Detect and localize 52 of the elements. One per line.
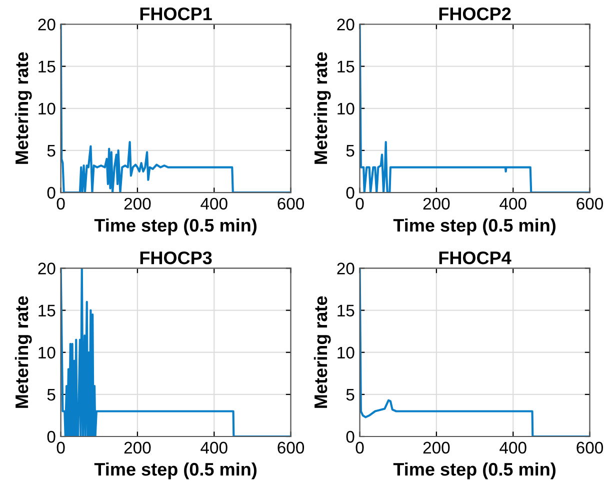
y-tick-label: 15 bbox=[338, 60, 354, 73]
y-tick-label: 10 bbox=[38, 102, 56, 115]
y-tick-label: 0 bbox=[346, 186, 354, 199]
x-tick-label: 600 bbox=[278, 442, 304, 454]
x-tick-label: 400 bbox=[500, 442, 526, 454]
line-series bbox=[360, 24, 590, 193]
y-axis-title: Metering rate bbox=[314, 52, 331, 164]
y-tick-label: 5 bbox=[47, 389, 56, 401]
x-axis-title: Time step (0.5 min) bbox=[393, 462, 556, 480]
chart-title: FHOCP4 bbox=[439, 251, 512, 264]
x-tick-label: 200 bbox=[124, 198, 151, 210]
x-tick-label: 0 bbox=[356, 442, 364, 454]
y-tick-label: 20 bbox=[38, 262, 56, 274]
y-tick-label: 15 bbox=[38, 60, 56, 73]
x-tick-label: 600 bbox=[576, 442, 604, 454]
y-tick-label: 20 bbox=[337, 18, 354, 30]
x-tick-label: 200 bbox=[423, 198, 450, 210]
y-tick-label: 15 bbox=[38, 304, 56, 317]
y-tick-label: 10 bbox=[38, 346, 56, 359]
x-tick-label: 0 bbox=[356, 198, 364, 210]
y-tick-label: 5 bbox=[47, 145, 56, 157]
line-series bbox=[360, 268, 590, 436]
y-tick-label: 20 bbox=[337, 262, 354, 274]
y-axis-title: Metering rate bbox=[14, 296, 32, 408]
y-axis-title: Metering rate bbox=[314, 296, 331, 408]
x-tick-label: 0 bbox=[56, 198, 65, 210]
y-tick-label: 0 bbox=[47, 430, 56, 443]
chart-title: FHOCP1 bbox=[140, 7, 212, 20]
x-axis-title: Time step (0.5 min) bbox=[94, 462, 257, 480]
y-tick-label: 10 bbox=[338, 102, 354, 115]
y-tick-label: 5 bbox=[346, 389, 354, 401]
y-tick-label: 5 bbox=[346, 145, 354, 157]
y-tick-label: 20 bbox=[38, 18, 56, 30]
chart-title: FHOCP2 bbox=[439, 7, 511, 20]
x-tick-label: 0 bbox=[56, 442, 65, 454]
x-tick-label: 400 bbox=[200, 442, 228, 454]
x-tick-label: 400 bbox=[500, 198, 526, 210]
y-tick-label: 15 bbox=[338, 304, 354, 317]
x-tick-label: 200 bbox=[124, 442, 151, 454]
x-tick-label: 400 bbox=[200, 198, 228, 210]
x-tick-label: 200 bbox=[423, 442, 450, 454]
x-axis-title: Time step (0.5 min) bbox=[94, 218, 257, 236]
chart-title: FHOCP3 bbox=[140, 251, 212, 264]
x-axis-title: Time step (0.5 min) bbox=[393, 218, 556, 236]
y-axis-title: Metering rate bbox=[14, 52, 32, 164]
line-series bbox=[60, 268, 291, 436]
y-tick-label: 10 bbox=[338, 346, 354, 359]
y-tick-label: 0 bbox=[47, 186, 56, 199]
y-tick-label: 0 bbox=[346, 430, 354, 443]
x-tick-label: 600 bbox=[576, 198, 604, 210]
line-series bbox=[60, 24, 291, 193]
x-tick-label: 600 bbox=[278, 198, 304, 210]
